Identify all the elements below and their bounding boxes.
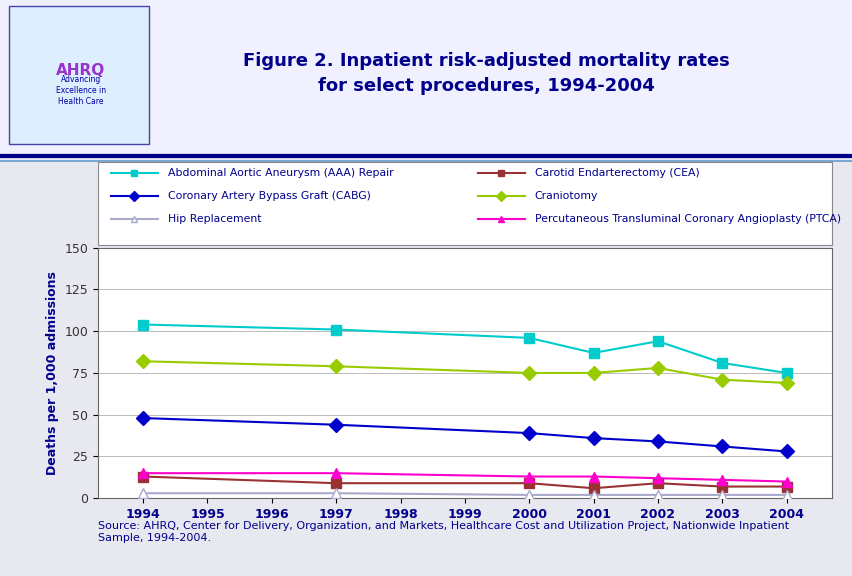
Y-axis label: Deaths per 1,000 admissions: Deaths per 1,000 admissions: [46, 271, 59, 475]
Text: Percutaneous Transluminal Coronary Angioplasty (PTCA): Percutaneous Transluminal Coronary Angio…: [534, 214, 840, 224]
Text: Craniotomy: Craniotomy: [534, 191, 597, 201]
Text: Figure 2. Inpatient risk-adjusted mortality rates
for select procedures, 1994-20: Figure 2. Inpatient risk-adjusted mortal…: [243, 52, 728, 95]
Text: Coronary Artery Bypass Graft (CABG): Coronary Artery Bypass Graft (CABG): [168, 191, 371, 201]
Text: AHRQ: AHRQ: [56, 63, 106, 78]
Text: Abdominal Aortic Aneurysm (AAA) Repair: Abdominal Aortic Aneurysm (AAA) Repair: [168, 168, 394, 178]
Text: Source: AHRQ, Center for Delivery, Organization, and Markets, Healthcare Cost an: Source: AHRQ, Center for Delivery, Organ…: [98, 521, 788, 543]
Text: Carotid Endarterectomy (CEA): Carotid Endarterectomy (CEA): [534, 168, 699, 178]
Text: Hip Replacement: Hip Replacement: [168, 214, 262, 224]
Text: Advancing
Excellence in
Health Care: Advancing Excellence in Health Care: [56, 75, 106, 107]
